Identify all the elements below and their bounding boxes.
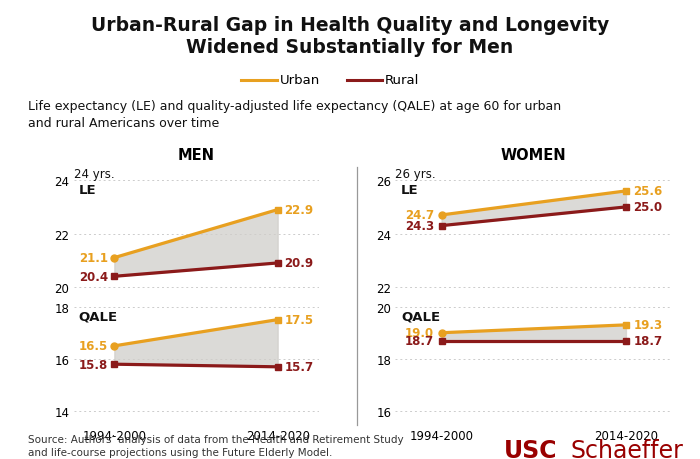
Text: Schaeffer: Schaeffer — [570, 438, 683, 459]
Text: 16.5: 16.5 — [78, 340, 108, 353]
Text: Source: Authors’ analysis of data from the Health and Retirement Study
and life-: Source: Authors’ analysis of data from t… — [28, 434, 404, 457]
Text: 20.9: 20.9 — [284, 257, 314, 270]
Text: LE: LE — [78, 184, 96, 196]
Text: Urban-Rural Gap in Health Quality and Longevity
Widened Substantially for Men: Urban-Rural Gap in Health Quality and Lo… — [91, 16, 609, 57]
Text: 15.7: 15.7 — [284, 360, 314, 374]
Text: USC: USC — [504, 438, 557, 459]
Text: 26 yrs.: 26 yrs. — [395, 168, 436, 180]
Text: 15.8: 15.8 — [78, 358, 108, 371]
Text: MEN: MEN — [178, 147, 214, 162]
Text: 19.0: 19.0 — [405, 326, 434, 340]
Text: WOMEN: WOMEN — [501, 147, 566, 162]
Text: 17.5: 17.5 — [284, 313, 314, 326]
Text: Life expectancy (LE) and quality-adjusted life expectancy (QALE) at age 60 for u: Life expectancy (LE) and quality-adjuste… — [28, 100, 561, 130]
Text: 20.4: 20.4 — [78, 270, 108, 283]
Text: QALE: QALE — [401, 309, 440, 322]
Text: 18.7: 18.7 — [634, 334, 662, 347]
Text: 21.1: 21.1 — [79, 252, 108, 264]
Text: 24.3: 24.3 — [405, 219, 434, 233]
Text: 22.9: 22.9 — [284, 204, 314, 217]
Text: 25.0: 25.0 — [634, 201, 662, 214]
Text: QALE: QALE — [78, 309, 118, 322]
Text: 19.3: 19.3 — [634, 319, 662, 332]
Text: 18.7: 18.7 — [405, 334, 434, 347]
Text: 24.7: 24.7 — [405, 209, 434, 222]
Text: Urban: Urban — [280, 74, 321, 87]
Text: LE: LE — [401, 184, 419, 196]
Text: Rural: Rural — [385, 74, 419, 87]
Text: 24 yrs.: 24 yrs. — [74, 168, 114, 180]
Text: 25.6: 25.6 — [634, 185, 662, 198]
